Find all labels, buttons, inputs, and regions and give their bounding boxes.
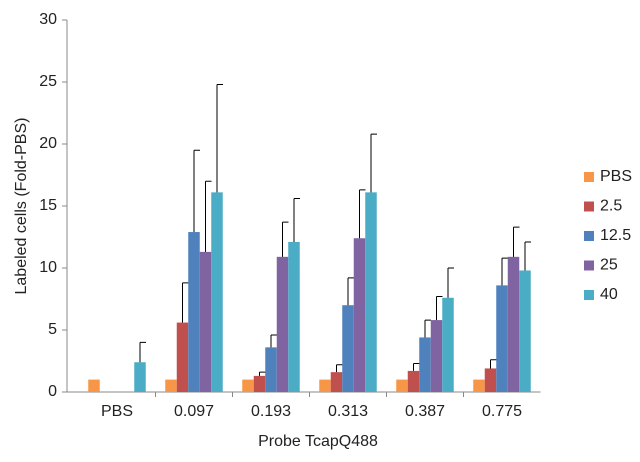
bar bbox=[484, 368, 497, 392]
bar bbox=[396, 379, 408, 392]
bar bbox=[199, 251, 212, 392]
y-tick-label: 15 bbox=[39, 197, 57, 214]
y-tick-label: 10 bbox=[39, 259, 57, 276]
bar bbox=[134, 362, 146, 392]
bar bbox=[276, 256, 289, 392]
legend-swatch bbox=[584, 231, 594, 241]
bar bbox=[211, 192, 223, 392]
bar bbox=[265, 347, 277, 392]
error-bar bbox=[336, 364, 343, 373]
error-bar bbox=[501, 257, 508, 286]
legend-label: 40 bbox=[600, 286, 618, 303]
legend-swatch bbox=[584, 290, 594, 300]
x-tick-label: 0.387 bbox=[405, 403, 445, 420]
y-tick-label: 5 bbox=[48, 321, 57, 338]
x-tick-label: PBS bbox=[101, 403, 133, 420]
error-bar bbox=[436, 296, 443, 321]
legend-swatch bbox=[584, 201, 594, 212]
x-tick-label: 0.097 bbox=[174, 403, 214, 420]
y-tick-label: 0 bbox=[48, 383, 57, 400]
x-tick-label: 0.193 bbox=[251, 403, 291, 420]
error-bar bbox=[270, 334, 277, 348]
error-bar bbox=[347, 277, 354, 306]
error-bar bbox=[205, 180, 212, 252]
error-bar bbox=[424, 319, 431, 338]
x-tick-label: 0.775 bbox=[482, 403, 522, 420]
y-tick-label: 30 bbox=[39, 11, 57, 28]
bar bbox=[442, 297, 454, 392]
legend-swatch bbox=[584, 260, 594, 271]
legend-swatch bbox=[584, 172, 594, 182]
bar bbox=[430, 320, 443, 392]
bar bbox=[407, 370, 420, 392]
error-bar bbox=[216, 83, 223, 193]
bar bbox=[165, 379, 177, 392]
error-bar bbox=[282, 221, 289, 257]
error-bar bbox=[182, 282, 189, 323]
bar bbox=[507, 256, 520, 392]
bar bbox=[365, 192, 377, 392]
bar bbox=[519, 270, 531, 392]
error-bar bbox=[490, 359, 497, 369]
bar bbox=[473, 379, 485, 392]
y-axis-title: Labeled cells (Fold-PBS) bbox=[13, 118, 30, 295]
error-bar bbox=[413, 362, 420, 371]
bar bbox=[188, 232, 200, 392]
bar bbox=[496, 285, 508, 392]
error-bar bbox=[370, 133, 377, 193]
x-tick-label: 0.313 bbox=[328, 403, 368, 420]
bar bbox=[419, 337, 431, 392]
error-bar bbox=[359, 189, 366, 239]
error-bar bbox=[513, 226, 520, 257]
x-axis-title: Probe TcapQ488 bbox=[258, 433, 378, 450]
error-bar bbox=[139, 341, 146, 363]
bar bbox=[353, 238, 366, 392]
y-tick-label: 20 bbox=[39, 135, 57, 152]
bar bbox=[342, 305, 354, 392]
legend-label: 2.5 bbox=[600, 198, 622, 215]
bar bbox=[88, 379, 100, 392]
legend-label: PBS bbox=[600, 168, 632, 185]
legend-label: 12.5 bbox=[600, 227, 631, 244]
legend-label: 25 bbox=[600, 257, 618, 274]
bar bbox=[319, 379, 331, 392]
bar bbox=[176, 322, 189, 392]
bar bbox=[253, 375, 266, 392]
bar bbox=[242, 379, 254, 392]
error-bar bbox=[293, 198, 300, 242]
error-bar bbox=[447, 267, 454, 298]
bar bbox=[288, 241, 300, 392]
error-bar bbox=[259, 371, 266, 376]
error-bar bbox=[524, 241, 531, 271]
error-bar bbox=[193, 149, 200, 233]
y-tick-label: 25 bbox=[39, 73, 57, 90]
bar bbox=[330, 372, 343, 392]
